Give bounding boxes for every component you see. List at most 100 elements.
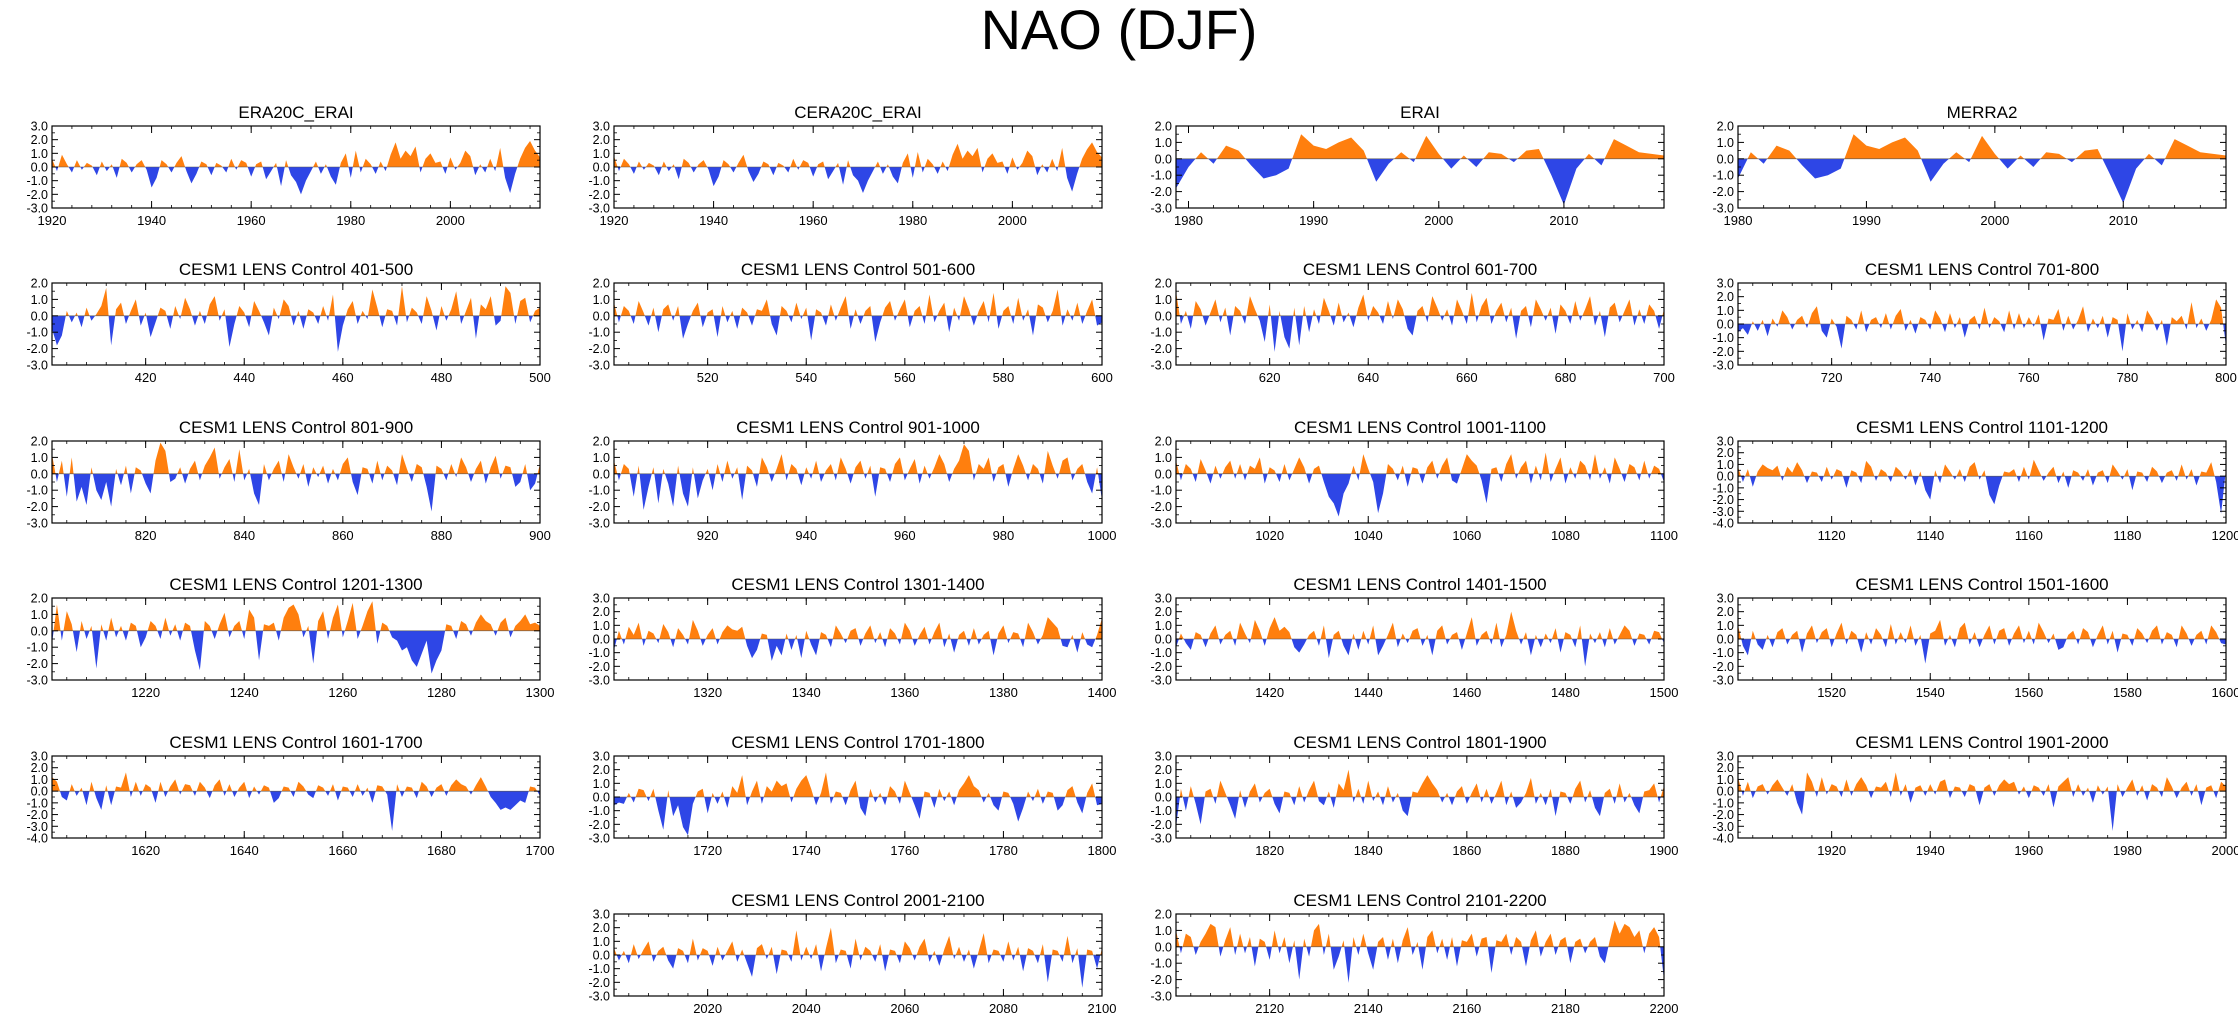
negative-area (614, 955, 1102, 988)
y-tick-label: 0.0 (1717, 470, 1734, 484)
y-tick-label: 0.0 (1155, 633, 1172, 647)
x-tick-label: 820 (135, 528, 157, 543)
y-tick-label: 1.0 (31, 147, 48, 161)
y-tick-label: 2.0 (1717, 761, 1734, 775)
y-tick-label: 0.0 (31, 309, 48, 323)
panel-title: CESM1 LENS Control 1601-1700 (169, 733, 422, 752)
y-tick-label: -3.0 (588, 990, 610, 1004)
x-tick-label: 620 (1259, 370, 1281, 385)
x-tick-label: 2000 (2212, 843, 2238, 858)
x-tick-label: 1040 (1354, 528, 1383, 543)
y-tick-label: 0.0 (31, 785, 48, 799)
x-tick-label: 580 (993, 370, 1015, 385)
y-tick-label: 0.0 (1155, 309, 1172, 323)
negative-area (52, 315, 540, 352)
y-tick-label: 2.0 (1717, 290, 1734, 304)
x-tick-label: 2120 (1255, 1001, 1284, 1016)
negative-area (59, 791, 540, 831)
x-tick-label: 1480 (1551, 685, 1580, 700)
y-tick-label: 3.0 (593, 908, 610, 922)
y-tick-label: -3.0 (1150, 517, 1172, 531)
panel-title: CESM1 LENS Control 2101-2200 (1293, 891, 1546, 910)
x-tick-label: 920 (697, 528, 719, 543)
y-tick-label: -3.0 (26, 517, 48, 531)
y-tick-label: -2.0 (1150, 185, 1172, 199)
y-tick-label: 0.0 (1717, 785, 1734, 799)
panel-title: CESM1 LENS Control 1301-1400 (731, 575, 984, 594)
positive-area (1176, 769, 1664, 797)
y-tick-label: -1.0 (1150, 169, 1172, 183)
y-tick-label: 3.0 (1717, 592, 1734, 606)
negative-area (1176, 639, 1664, 667)
negative-area (1176, 158, 1605, 205)
panel-15: CESM1 LENS Control 1401-1500 3.02.01.00.0… (1150, 575, 1678, 700)
panel-title: CERA20C_ERAI (794, 103, 922, 122)
y-tick-label: -3.0 (588, 674, 610, 688)
y-tick-label: -2.0 (26, 342, 48, 356)
x-tick-label: 1960 (799, 213, 828, 228)
positive-area (1176, 920, 1661, 947)
y-tick-label: -1.0 (1150, 804, 1172, 818)
y-tick-label: -3.0 (588, 832, 610, 846)
y-tick-label: 3.0 (1717, 750, 1734, 764)
x-tick-label: 1960 (2014, 843, 2043, 858)
x-tick-label: 1980 (1174, 213, 1203, 228)
x-tick-label: 420 (135, 370, 157, 385)
panel-title: CESM1 LENS Control 1001-1100 (1294, 418, 1546, 437)
y-tick-label: 2.0 (1155, 120, 1172, 134)
y-tick-label: 1.0 (1155, 777, 1172, 791)
y-tick-label: 0.0 (593, 309, 610, 323)
plot-frame (1175, 282, 1665, 366)
negative-area (1741, 791, 2219, 831)
x-tick-label: 1980 (898, 213, 927, 228)
y-tick-label: -2.0 (588, 188, 610, 202)
x-tick-label: 1580 (2113, 685, 2142, 700)
positive-area (53, 601, 540, 631)
y-tick-label: 2.0 (593, 605, 610, 619)
y-tick-label: 2.0 (593, 763, 610, 777)
x-tick-label: 1680 (427, 843, 456, 858)
y-tick-label: 0.0 (593, 791, 610, 805)
x-tick-label: 2000 (998, 213, 1027, 228)
y-tick-label: -3.0 (1712, 820, 1734, 834)
panel-11: CESM1 LENS Control 1001-1100 2.0 1.0 0.0 -1.… (1150, 418, 1678, 543)
x-tick-label: 1740 (792, 843, 821, 858)
panel-19: CESM1 LENS Control 1801-1900 3.02.01.00.0… (1150, 733, 1678, 858)
y-tick-label: -2.0 (1712, 808, 1734, 822)
negative-area (1738, 639, 2226, 664)
y-tick-label: 2.0 (1155, 435, 1172, 449)
y-tick-label: 0.0 (31, 624, 48, 638)
y-tick-label: 2.0 (1155, 763, 1172, 777)
y-tick-label: -2.0 (588, 342, 610, 356)
negative-area (1741, 476, 2226, 514)
x-tick-label: 680 (1555, 370, 1577, 385)
y-tick-label: -3.0 (588, 359, 610, 373)
x-tick-label: 780 (2117, 370, 2139, 385)
y-tick-label: -4.0 (1712, 832, 1734, 846)
y-tick-label: 3.0 (31, 750, 48, 764)
panel-title: CESM1 LENS Control 1501-1600 (1855, 575, 2108, 594)
y-tick-label: -3.0 (1712, 674, 1734, 688)
y-tick-label: -1.0 (1150, 484, 1172, 498)
y-tick-label: 3.0 (593, 120, 610, 134)
positive-area (52, 772, 540, 792)
panel-7: CESM1 LENS Control 601-700 2.0 1.0 0.0 -1.0 -… (1150, 260, 1674, 385)
y-tick-label: 0.0 (1155, 791, 1172, 805)
y-tick-label: 1.0 (593, 293, 610, 307)
y-tick-label: -3.0 (1150, 674, 1172, 688)
positive-area (65, 286, 540, 316)
panel-21: CESM1 LENS Control 2001-2100 3.02.01.00.0… (588, 891, 1116, 1016)
y-tick-label: -3.0 (1712, 505, 1734, 519)
y-tick-label: 1.0 (593, 619, 610, 633)
negative-area (52, 167, 540, 195)
y-tick-label: 2.0 (31, 761, 48, 775)
x-tick-label: 1060 (1452, 528, 1481, 543)
y-tick-label: 1.0 (593, 147, 610, 161)
y-tick-label: -2.0 (1712, 345, 1734, 359)
panel-17: CESM1 LENS Control 1601-1700 3.02.01.00.0… (26, 733, 554, 858)
x-tick-label: 1880 (1551, 843, 1580, 858)
y-tick-label: 2.0 (1717, 120, 1734, 134)
y-tick-label: -2.0 (1150, 973, 1172, 987)
